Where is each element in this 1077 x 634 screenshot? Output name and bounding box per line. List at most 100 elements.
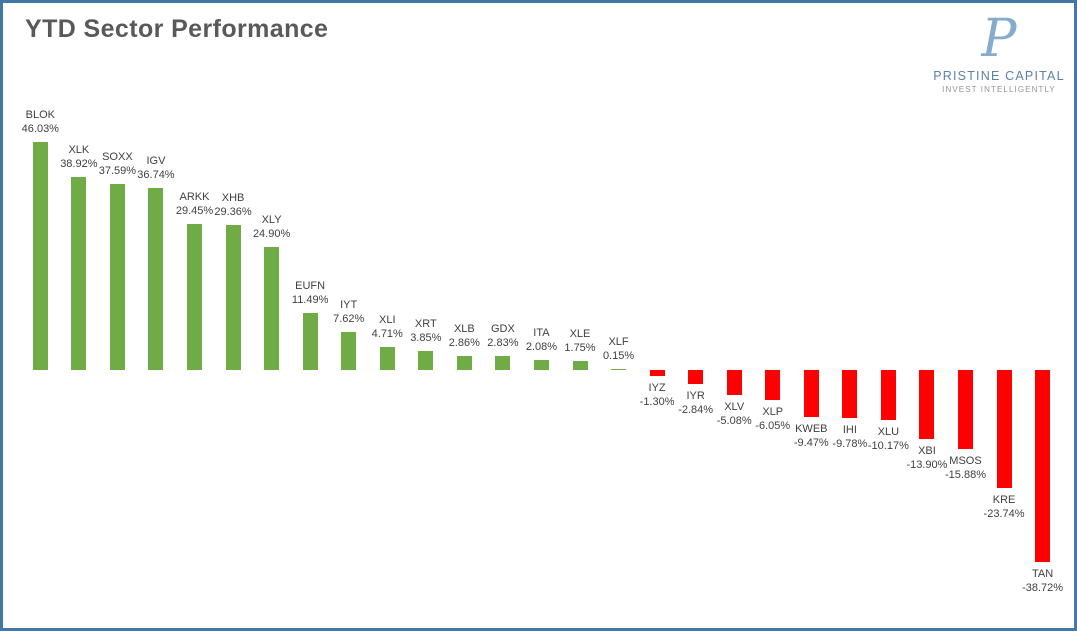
- bar-ticker-XLF: XLF: [608, 335, 629, 348]
- bar-value-XLY: 24.90%: [252, 227, 291, 240]
- bar-value-XLI: 4.71%: [371, 327, 403, 340]
- bar-label-IHI: IHI -9.78%: [808, 423, 892, 451]
- bar-value-KWEB: -9.47%: [793, 436, 829, 449]
- bar-value-ITA: 2.08%: [525, 340, 558, 353]
- bar-IYR: [688, 370, 704, 385]
- bar-XLB: [456, 355, 472, 370]
- bar-ticker-IYR: IYR: [686, 390, 705, 403]
- bar-value-XLE: 1.75%: [564, 342, 596, 355]
- bar-label-KWEB: KWEB -9.47%: [769, 422, 853, 450]
- bar-ticker-KRE: KRE: [992, 493, 1016, 506]
- bar-IYZ: [649, 370, 665, 377]
- bar-value-XLB: 2.86%: [448, 336, 480, 349]
- bar-value-SOXX: 37.59%: [98, 164, 137, 177]
- bar-ticker-MSOS: MSOS: [949, 454, 982, 467]
- bar-value-XHB: 29.36%: [214, 205, 252, 218]
- bar-label-XLP: XLP -6.05%: [731, 405, 815, 433]
- bar-KWEB: [803, 370, 819, 417]
- bar-XLF: [611, 368, 627, 370]
- bar-value-IYR: -2.84%: [678, 404, 714, 417]
- bar-value-IGV: 36.74%: [137, 169, 175, 182]
- company-logo: P PRISTINE CAPITAL INVEST INTELLIGENTLY: [925, 11, 1073, 95]
- bar-label-XLK: XLK 38.92%: [37, 143, 121, 171]
- bar-label-ARKK: ARKK 29.45%: [153, 190, 237, 218]
- bar-label-IYR: IYR -2.84%: [654, 389, 738, 417]
- bar-ticker-SOXX: SOXX: [102, 150, 133, 163]
- bar-value-XLU: -10.17%: [867, 440, 909, 453]
- bar-value-XRT: 3.85%: [410, 331, 442, 344]
- bar-IGV: [148, 188, 164, 370]
- bar-ticker-IYT: IYT: [340, 299, 358, 312]
- bar-MSOS: [958, 370, 973, 449]
- bar-XLU: [880, 370, 896, 421]
- bar-XLY: [264, 246, 280, 370]
- bar-ticker-XLK: XLK: [68, 144, 90, 157]
- bar-TAN: [1035, 370, 1051, 562]
- ytd-sector-performance-chart: BLOK 46.03% XLK 38.92% SOXX 37.59% IGV 36.74% AR…: [3, 3, 1077, 634]
- bar-label-EUFN: EUFN 11.49%: [268, 279, 352, 307]
- bar-EUFN: [302, 313, 318, 370]
- bar-label-BLOK: BLOK 46.03%: [0, 108, 82, 136]
- bar-IYT: [341, 332, 357, 370]
- bar-label-XLV: XLV -5.08%: [692, 400, 776, 428]
- bar-label-ITA: ITA 2.08%: [499, 326, 583, 354]
- bar-ticker-GDX: GDX: [490, 322, 515, 335]
- bar-label-XLI: XLI 4.71%: [345, 313, 429, 341]
- bar-ticker-TAN: TAN: [1032, 567, 1054, 580]
- bar-BLOK: [32, 142, 48, 370]
- bar-ticker-KWEB: KWEB: [795, 422, 828, 435]
- bar-ticker-IGV: IGV: [146, 155, 166, 168]
- bar-value-XLP: -6.05%: [755, 419, 791, 432]
- bar-ticker-XBI: XBI: [918, 444, 936, 457]
- bar-label-TAN: TAN -38.72%: [1001, 567, 1077, 595]
- bar-ticker-XLU: XLU: [877, 426, 900, 439]
- bar-XLE: [572, 361, 588, 370]
- bar-value-IYZ: -1.30%: [639, 396, 675, 409]
- bar-label-XLB: XLB 2.86%: [422, 322, 506, 350]
- logo-tagline: INVEST INTELLIGENTLY: [942, 85, 1056, 95]
- bar-IHI: [842, 370, 858, 419]
- bar-XLK: [71, 177, 87, 370]
- bar-label-XLE: XLE 1.75%: [538, 327, 622, 355]
- bar-value-XLK: 38.92%: [60, 158, 98, 171]
- bar-value-ARKK: 29.45%: [175, 205, 214, 218]
- bar-GDX: [495, 355, 511, 370]
- bar-ticker-XRT: XRT: [414, 317, 437, 330]
- bar-KRE: [996, 370, 1012, 488]
- bar-value-XBI: -13.90%: [906, 458, 948, 471]
- bar-label-SOXX: SOXX 37.59%: [75, 150, 159, 178]
- bar-value-EUFN: 11.49%: [291, 294, 329, 307]
- bar-label-IGV: IGV 36.74%: [114, 154, 198, 182]
- bar-value-XLV: -5.08%: [716, 415, 752, 428]
- bar-XBI: [919, 370, 935, 439]
- bar-ticker-XLY: XLY: [261, 213, 282, 226]
- bar-XLV: [726, 370, 742, 396]
- bar-ticker-XLE: XLE: [569, 328, 591, 341]
- bar-label-XBI: XBI -13.90%: [885, 444, 969, 472]
- bar-label-GDX: GDX 2.83%: [461, 322, 545, 350]
- bar-label-XRT: XRT 3.85%: [384, 317, 468, 345]
- bar-value-BLOK: 46.03%: [21, 123, 59, 135]
- bar-ticker-BLOK: BLOK: [25, 109, 55, 121]
- bar-value-XLF: 0.15%: [602, 349, 635, 362]
- bar-XLI: [379, 346, 395, 370]
- bar-label-MSOS: MSOS -15.88%: [924, 454, 1008, 482]
- bar-XHB: [225, 224, 241, 370]
- bar-ticker-XLI: XLI: [378, 313, 396, 326]
- bar-ticker-IHI: IHI: [842, 424, 857, 437]
- bar-ticker-ARKK: ARKK: [179, 191, 210, 204]
- bar-ticker-XLB: XLB: [453, 322, 475, 335]
- logo-company-name: PRISTINE CAPITAL: [933, 69, 1065, 83]
- bar-ARKK: [187, 224, 202, 370]
- bar-label-XLU: XLU -10.17%: [846, 425, 930, 453]
- bar-XRT: [418, 350, 434, 370]
- bar-value-MSOS: -15.88%: [945, 468, 986, 481]
- bar-value-IHI: -9.78%: [832, 438, 868, 451]
- bar-SOXX: [109, 183, 125, 370]
- bar-ticker-XHB: XHB: [221, 191, 245, 204]
- page-title: YTD Sector Performance: [25, 15, 329, 43]
- bar-label-XHB: XHB 29.36%: [191, 191, 275, 219]
- bar-value-GDX: 2.83%: [487, 336, 519, 349]
- bar-ticker-XLV: XLV: [724, 401, 745, 414]
- bar-ticker-EUFN: EUFN: [295, 280, 326, 293]
